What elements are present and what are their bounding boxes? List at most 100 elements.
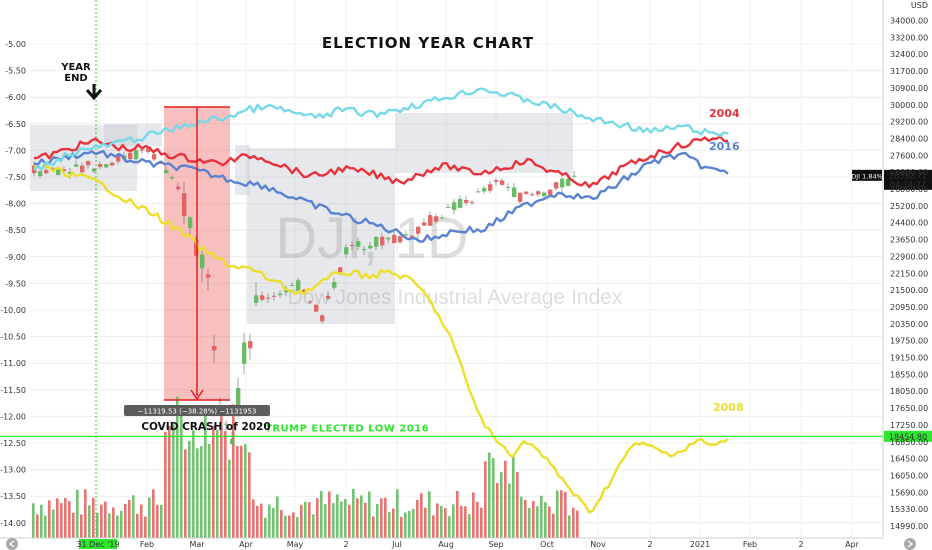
volume-bar xyxy=(184,449,187,538)
volume-bar xyxy=(96,512,99,538)
right-axis-tick-label: 32400.00 xyxy=(890,50,928,59)
right-axis-tick-label: 24400.00 xyxy=(890,219,928,228)
volume-bar xyxy=(520,496,523,538)
volume-bar xyxy=(56,498,59,538)
volume-bar xyxy=(440,505,443,538)
volume-bar xyxy=(60,503,63,538)
candle-body xyxy=(458,199,463,208)
candle-body xyxy=(134,150,139,160)
right-axis-tick-label: 22150.00 xyxy=(890,269,928,278)
x-axis-tick-label: Sep xyxy=(488,540,503,549)
right-axis-tick-label: 29200.00 xyxy=(890,118,928,127)
candle-body xyxy=(368,245,373,249)
candle-body xyxy=(356,241,361,247)
volume-bar xyxy=(464,506,467,538)
volume-bar xyxy=(500,472,503,538)
left-axis-tick-label: -13.00 xyxy=(0,466,26,475)
volume-bar xyxy=(460,505,463,538)
volume-bar xyxy=(76,489,79,538)
left-axis-tick-label: -8.00 xyxy=(5,200,26,209)
volume-bar xyxy=(136,513,139,538)
candle-body xyxy=(230,438,235,444)
volume-bar xyxy=(404,512,407,538)
x-axis-tick-label: Aug xyxy=(438,540,454,549)
series-line-2020 xyxy=(33,87,729,171)
volume-bar xyxy=(152,489,155,538)
volume-bar xyxy=(572,507,575,538)
candle-body xyxy=(128,152,133,160)
right-axis-tick-label: 18550.00 xyxy=(890,370,928,379)
left-axis-tick-label: -11.50 xyxy=(0,386,26,395)
volume-bar xyxy=(536,506,539,538)
volume-bar xyxy=(232,404,235,538)
right-axis: USD 34000.00 33200.00 32400.00 31700.00 3090… xyxy=(882,0,928,550)
right-axis-tick-label: 23650.00 xyxy=(890,236,928,245)
candle-body xyxy=(326,295,331,299)
trump-low-label: TRUMP ELECTED LOW 2016 xyxy=(265,423,429,434)
covid-crash-label: COVID CRASH of 2020 xyxy=(141,421,270,433)
series-label-2016: 2016 xyxy=(709,140,740,153)
volume-bar xyxy=(272,507,275,538)
price-tag-time: 04:34:27 xyxy=(890,180,926,189)
volume-bar xyxy=(340,501,343,538)
volume-bar xyxy=(116,515,119,538)
candle-body xyxy=(92,168,97,172)
volume-bar xyxy=(388,511,391,538)
volume-bar xyxy=(420,493,423,538)
volume-bar xyxy=(456,490,459,538)
volume-bar xyxy=(480,507,483,538)
volume-bar xyxy=(216,430,219,538)
volume-bar xyxy=(360,495,363,538)
candle-body xyxy=(188,217,193,228)
left-axis-tick-label: -10.00 xyxy=(0,306,26,315)
crash-measure-arrowhead xyxy=(190,389,204,401)
volume-bars xyxy=(32,396,579,538)
volume-bar xyxy=(552,513,555,538)
scroll-left-handle[interactable] xyxy=(6,538,18,550)
volume-bar xyxy=(228,459,231,538)
trump-low-price-tag-text: 18454.80 xyxy=(889,432,927,441)
right-axis-unit: USD xyxy=(911,1,928,10)
x-axis[interactable]: 31 Dec '19 Feb Mar Apr May 2 Jul Aug Sep Oct Nov 2 2… xyxy=(0,537,932,550)
x-axis-tick-label: 2 xyxy=(798,540,803,549)
candle-body xyxy=(254,295,259,303)
volume-bar xyxy=(220,408,223,538)
x-axis-tick-label: 2 xyxy=(647,540,652,549)
series-line-2016 xyxy=(33,149,729,243)
volume-bar xyxy=(540,495,543,538)
candle-body xyxy=(398,236,403,243)
volume-bar xyxy=(376,503,379,538)
candle-body xyxy=(68,172,73,174)
volume-bar xyxy=(236,446,239,538)
candle-body xyxy=(338,267,343,273)
candle-body xyxy=(452,202,457,210)
candle-body xyxy=(44,169,49,174)
background-zone xyxy=(235,145,250,195)
right-axis-tick-label: 17250.00 xyxy=(890,421,928,430)
volume-bar xyxy=(488,452,491,538)
volume-bar xyxy=(128,499,131,538)
candle-body xyxy=(302,289,307,293)
volume-bar xyxy=(424,507,427,538)
volume-bar xyxy=(160,504,163,538)
candle-body xyxy=(74,164,79,167)
series-line-2008 xyxy=(33,164,729,514)
right-axis-tick-label: 26000.00 xyxy=(890,185,928,194)
volume-bar xyxy=(244,444,247,538)
x-axis-tick-label: May xyxy=(287,540,304,549)
volume-bar xyxy=(408,511,411,538)
scroll-right-handle[interactable] xyxy=(904,538,916,550)
volume-bar xyxy=(400,516,403,538)
volume-bar xyxy=(276,496,279,538)
candle-body xyxy=(146,148,151,152)
volume-bar xyxy=(44,515,47,538)
candle-body xyxy=(518,192,523,202)
volume-bar xyxy=(560,490,563,538)
volume-bar xyxy=(280,509,283,538)
candle-body xyxy=(296,280,301,291)
volume-bar xyxy=(72,512,75,538)
volume-bar xyxy=(292,512,295,538)
volume-bar xyxy=(256,505,259,538)
candle-body xyxy=(572,175,577,177)
